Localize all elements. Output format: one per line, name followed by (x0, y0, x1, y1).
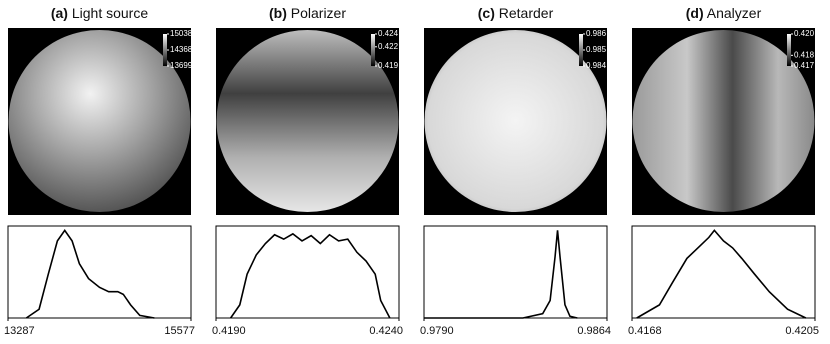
plot-frame (215, 225, 400, 319)
image-aperture (216, 30, 399, 212)
colorbar-tick-label: 0.417 (794, 61, 815, 70)
plot-frame (631, 225, 816, 319)
histogram-line (636, 229, 807, 319)
colorbar-tick-label: 0.986 (586, 29, 607, 38)
colorbar-tick-label: 13699 (170, 61, 193, 70)
panel-label: (b) (269, 5, 287, 21)
colorbar (579, 34, 583, 66)
colorbar (371, 34, 375, 66)
colorbar (163, 34, 167, 66)
colorbar-tick-label: 0.424 (378, 29, 399, 38)
panel-name: Analyzer (704, 5, 762, 21)
x-tick-label: 0.4190 (212, 325, 246, 337)
x-tick-label: 0.9790 (420, 325, 454, 337)
colorbar-tick-label: 14368 (170, 45, 193, 54)
colorbar-tick-label: 0.984 (586, 61, 607, 70)
image-aperture (424, 30, 607, 212)
panel-title: (b) Polarizer (269, 5, 346, 21)
panel-name: Polarizer (287, 5, 346, 21)
plot-frame (423, 225, 608, 319)
image-aperture (632, 30, 815, 212)
image-aperture (8, 30, 191, 212)
x-tick-label: 0.9864 (577, 325, 611, 337)
plot-frame (7, 225, 192, 319)
colorbar-tick-label: 0.420 (794, 29, 815, 38)
panel-name: Light source (68, 5, 148, 21)
panel-title: (d) Analyzer (686, 5, 762, 21)
colorbar-tick-label: 0.419 (378, 61, 399, 70)
x-tick-label: 0.4205 (785, 325, 819, 337)
colorbar-tick-label: 0.985 (586, 45, 607, 54)
histogram-line (25, 228, 155, 319)
panel-label: (a) (51, 5, 68, 21)
panel-title: (c) Retarder (478, 5, 554, 21)
x-tick-label: 15577 (164, 325, 195, 337)
colorbar-tick-label: 15038 (170, 29, 193, 38)
x-tick-label: 0.4168 (628, 325, 662, 337)
colorbar-tick-label: 0.418 (794, 50, 815, 59)
x-tick-label: 0.4240 (369, 325, 403, 337)
panel-label: (c) (478, 5, 495, 21)
histogram-line (424, 230, 578, 319)
histogram-line (229, 232, 391, 319)
panel-name: Retarder (495, 5, 554, 21)
x-tick-label: 13287 (4, 325, 35, 337)
colorbar-tick-label: 0.422 (378, 42, 399, 51)
panel-label: (d) (686, 5, 704, 21)
colorbar (787, 34, 791, 66)
panel-title: (a) Light source (51, 5, 148, 21)
